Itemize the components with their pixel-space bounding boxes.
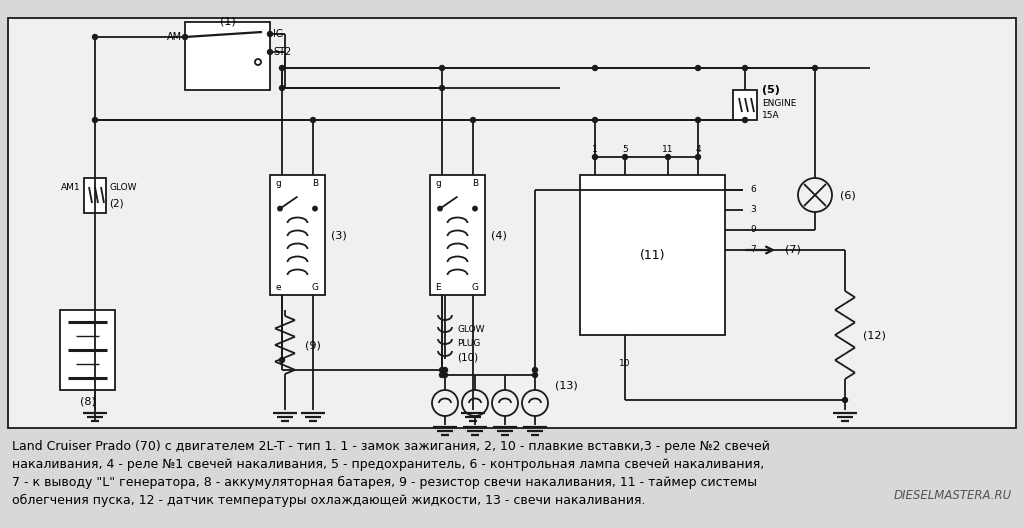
Text: GLOW: GLOW bbox=[109, 183, 136, 192]
Circle shape bbox=[280, 86, 285, 90]
Circle shape bbox=[695, 65, 700, 71]
Circle shape bbox=[439, 86, 444, 90]
Text: E: E bbox=[435, 282, 440, 291]
Text: G: G bbox=[471, 282, 478, 291]
Text: PLUG: PLUG bbox=[457, 338, 480, 347]
Circle shape bbox=[593, 155, 597, 159]
Bar bbox=[84, 177, 106, 212]
Text: 6: 6 bbox=[750, 185, 756, 194]
Circle shape bbox=[182, 34, 187, 40]
Text: (12): (12) bbox=[863, 330, 886, 340]
Text: 11: 11 bbox=[663, 145, 674, 154]
Bar bbox=[270, 175, 325, 295]
Text: (10): (10) bbox=[457, 352, 478, 362]
Circle shape bbox=[695, 118, 700, 122]
Circle shape bbox=[310, 118, 315, 122]
Circle shape bbox=[280, 357, 285, 363]
Circle shape bbox=[439, 372, 444, 378]
Text: 10: 10 bbox=[620, 359, 631, 367]
Circle shape bbox=[593, 118, 597, 122]
Circle shape bbox=[532, 372, 538, 378]
Text: g: g bbox=[275, 178, 281, 187]
Circle shape bbox=[267, 32, 272, 36]
Text: Land Cruiser Prado (70) с двигателем 2L-T - тип 1. 1 - замок зажигания, 2, 10 - : Land Cruiser Prado (70) с двигателем 2L-… bbox=[12, 440, 770, 453]
Text: GLOW: GLOW bbox=[457, 325, 484, 335]
Circle shape bbox=[666, 155, 671, 159]
Text: (1): (1) bbox=[219, 17, 236, 27]
Circle shape bbox=[470, 118, 475, 122]
Text: (2): (2) bbox=[109, 198, 124, 208]
Text: 7 - к выводу "L" генератора, 8 - аккумуляторная батарея, 9 - резистор свечи нака: 7 - к выводу "L" генератора, 8 - аккумул… bbox=[12, 476, 757, 489]
Circle shape bbox=[742, 65, 748, 71]
Circle shape bbox=[92, 118, 97, 122]
Circle shape bbox=[280, 65, 285, 71]
Circle shape bbox=[812, 65, 817, 71]
Text: e: e bbox=[275, 282, 281, 291]
Bar bbox=[8, 18, 1016, 428]
Circle shape bbox=[532, 367, 538, 372]
Circle shape bbox=[695, 155, 700, 159]
Text: (6): (6) bbox=[840, 190, 856, 200]
Circle shape bbox=[439, 367, 444, 372]
Circle shape bbox=[267, 50, 272, 54]
Circle shape bbox=[278, 206, 283, 211]
Circle shape bbox=[473, 206, 477, 211]
Text: G: G bbox=[311, 282, 318, 291]
Text: g: g bbox=[435, 178, 441, 187]
Bar bbox=[430, 175, 485, 295]
Text: (11): (11) bbox=[640, 249, 666, 261]
Text: ST2: ST2 bbox=[273, 47, 291, 57]
Text: ENGINE: ENGINE bbox=[762, 99, 797, 108]
Text: 5: 5 bbox=[623, 145, 628, 154]
Circle shape bbox=[843, 398, 848, 402]
Text: DIESELMASTERA.RU: DIESELMASTERA.RU bbox=[894, 489, 1012, 502]
Circle shape bbox=[439, 65, 444, 71]
Text: AM: AM bbox=[167, 32, 182, 42]
Text: накаливания, 4 - реле №1 свечей накаливания, 5 - предохранитель, 6 - контрольная: накаливания, 4 - реле №1 свечей накалива… bbox=[12, 458, 764, 471]
Text: 9: 9 bbox=[750, 225, 756, 234]
Text: B: B bbox=[472, 178, 478, 187]
Circle shape bbox=[442, 372, 447, 378]
Text: IG: IG bbox=[273, 29, 284, 39]
Bar bbox=[580, 175, 725, 335]
Text: (13): (13) bbox=[555, 380, 578, 390]
Circle shape bbox=[438, 206, 442, 211]
Text: (4): (4) bbox=[490, 230, 507, 240]
Text: (3): (3) bbox=[331, 230, 347, 240]
Text: 1: 1 bbox=[592, 145, 598, 154]
Circle shape bbox=[312, 206, 317, 211]
Bar bbox=[60, 310, 115, 390]
Text: 7: 7 bbox=[750, 246, 756, 254]
Text: B: B bbox=[312, 178, 318, 187]
Circle shape bbox=[442, 367, 447, 372]
Text: (8): (8) bbox=[80, 397, 95, 407]
Circle shape bbox=[742, 118, 748, 122]
Text: (7): (7) bbox=[785, 245, 801, 255]
Text: 15A: 15A bbox=[762, 111, 779, 120]
Bar bbox=[733, 90, 757, 120]
Text: (5): (5) bbox=[762, 85, 780, 95]
Bar bbox=[185, 22, 270, 90]
Text: 4: 4 bbox=[695, 145, 700, 154]
Circle shape bbox=[593, 65, 597, 71]
Circle shape bbox=[623, 155, 628, 159]
Text: (9): (9) bbox=[305, 340, 321, 350]
Circle shape bbox=[92, 34, 97, 40]
Text: AM1: AM1 bbox=[61, 183, 81, 192]
Text: 3: 3 bbox=[750, 205, 756, 214]
Text: облегчения пуска, 12 - датчик температуры охлаждающей жидкости, 13 - свечи накал: облегчения пуска, 12 - датчик температур… bbox=[12, 494, 645, 507]
